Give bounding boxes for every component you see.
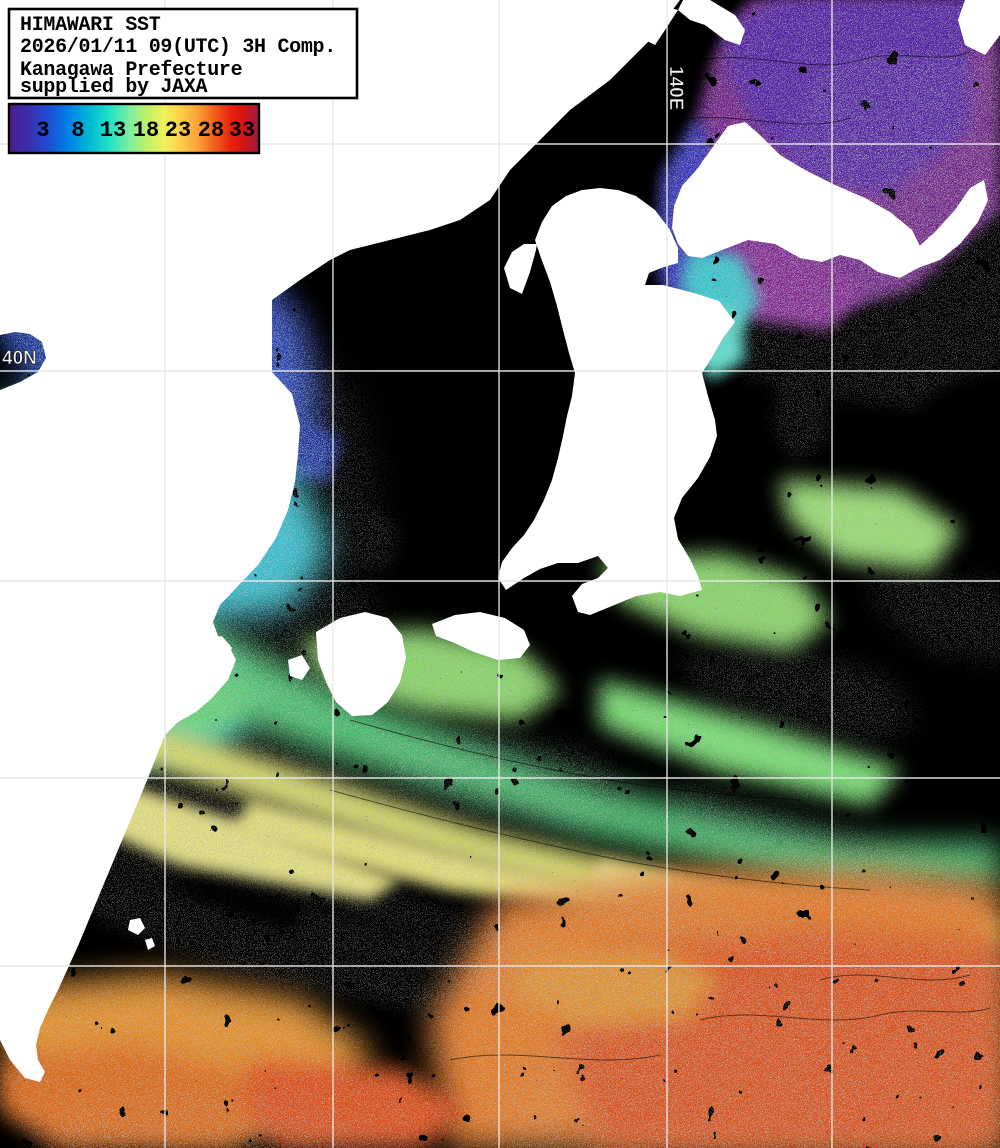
- svg-text:140E: 140E: [665, 66, 686, 110]
- svg-text:33: 33: [229, 118, 255, 143]
- svg-text:40N: 40N: [2, 348, 37, 369]
- svg-text:8: 8: [71, 118, 84, 143]
- svg-text:3: 3: [36, 118, 49, 143]
- svg-text:HIMAWARI SST: HIMAWARI SST: [20, 14, 161, 37]
- svg-text:13: 13: [100, 118, 126, 143]
- svg-text:18: 18: [133, 118, 159, 143]
- svg-text:28: 28: [198, 118, 224, 143]
- svg-text:23: 23: [165, 118, 191, 143]
- svg-text:supplied by JAXA: supplied by JAXA: [20, 76, 208, 99]
- svg-text:2026/01/11 09(UTC) 3H Comp.: 2026/01/11 09(UTC) 3H Comp.: [20, 36, 336, 59]
